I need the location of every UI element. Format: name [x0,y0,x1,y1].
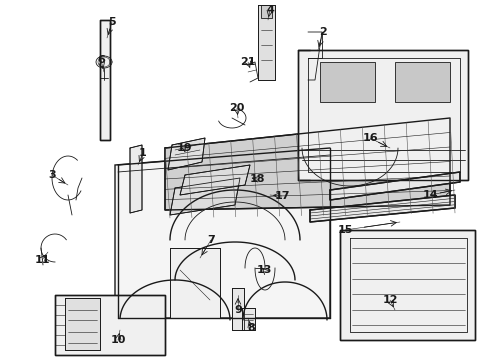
Bar [395,62,450,102]
Text: 12: 12 [382,295,398,305]
Polygon shape [170,248,220,318]
Text: 3: 3 [48,170,56,180]
Polygon shape [100,20,110,140]
Polygon shape [130,145,142,213]
Polygon shape [330,172,460,200]
Text: 11: 11 [34,255,50,265]
Text: 17: 17 [274,191,290,201]
Polygon shape [115,148,330,318]
Text: 8: 8 [247,323,255,333]
Polygon shape [165,118,450,210]
Bar [320,62,375,102]
Polygon shape [168,138,205,170]
Text: 14: 14 [422,190,438,200]
Text: 6: 6 [97,55,105,65]
Text: 18: 18 [249,174,265,184]
Text: 10: 10 [110,335,126,345]
Text: 15: 15 [337,225,353,235]
Polygon shape [258,5,275,80]
Polygon shape [55,295,165,355]
Text: 1: 1 [139,148,147,158]
Text: 20: 20 [229,103,245,113]
Polygon shape [310,195,455,222]
Text: 9: 9 [234,305,242,315]
Text: 7: 7 [207,235,215,245]
Text: 2: 2 [319,27,327,37]
Polygon shape [261,5,272,18]
Text: 4: 4 [266,5,274,15]
Polygon shape [65,298,100,350]
Polygon shape [170,178,240,215]
Polygon shape [340,230,475,340]
Polygon shape [242,308,255,330]
Polygon shape [180,165,250,195]
Polygon shape [232,288,244,330]
Text: 19: 19 [176,143,192,153]
Text: 16: 16 [362,133,378,143]
Text: 21: 21 [240,57,256,67]
Text: 13: 13 [256,265,271,275]
Text: 5: 5 [108,17,116,27]
Polygon shape [298,50,468,180]
